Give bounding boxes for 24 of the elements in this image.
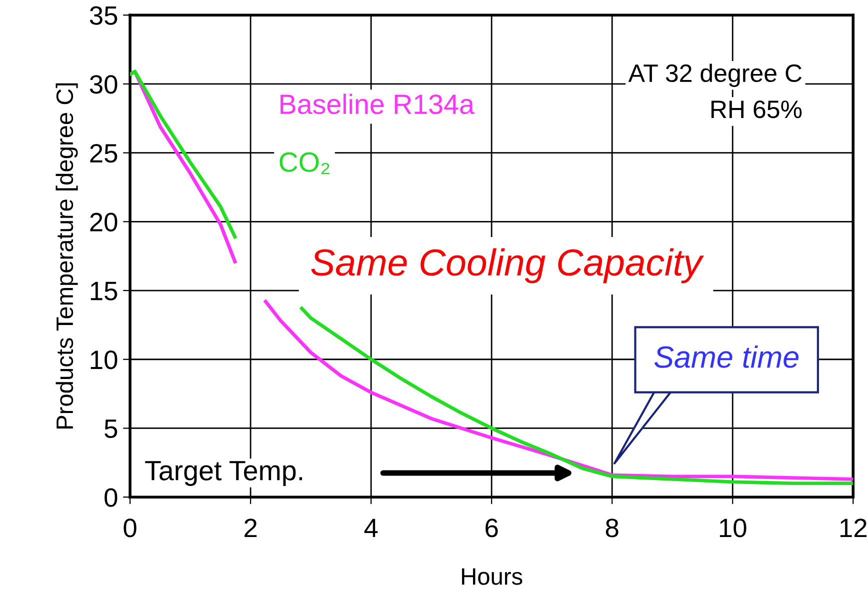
y-tick-label: 30	[90, 75, 118, 94]
x-tick-label: 8	[606, 518, 618, 538]
annotation: RH 65%	[711, 100, 802, 118]
x-tick-label: 4	[364, 518, 378, 538]
y-tick-label: 20	[90, 212, 118, 232]
y-tick-label: 35	[90, 6, 118, 25]
y-axis-title: Products Temperature [degree C]	[56, 83, 78, 428]
annotation: Target Temp.	[145, 461, 302, 486]
x-tick-label: 10	[720, 518, 746, 538]
text: Baseline R134a	[280, 94, 474, 114]
y-tick-label: 5	[104, 420, 118, 438]
annotation: AT 32 degree C	[628, 64, 802, 87]
annotation: Same time	[654, 345, 798, 368]
x-tick-label: 6	[486, 518, 498, 538]
x-tick-label: 0	[124, 518, 136, 538]
x-tick-label: 12	[840, 518, 866, 538]
y-tick-label: 0	[104, 488, 118, 507]
annotation: Same Cooling Capacity	[311, 248, 704, 284]
text: CO₂	[280, 152, 330, 174]
x-axis-title: Hours	[462, 568, 522, 585]
y-tick-label: 10	[90, 350, 118, 370]
x-tick-label: 2	[244, 518, 257, 538]
y-tick-label: 15	[90, 282, 118, 300]
y-tick-label: 25	[90, 144, 118, 163]
